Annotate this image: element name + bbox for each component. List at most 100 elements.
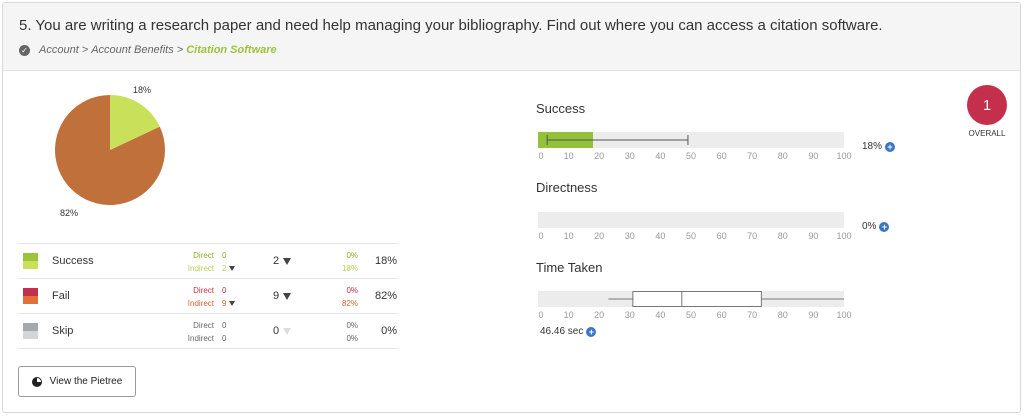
path-percentages: 0% 18% — [322, 249, 358, 275]
plus-circle-icon[interactable]: + — [586, 326, 597, 337]
time-taken-value-text: 46.46 sec — [540, 326, 584, 337]
axis-tick-label: 40 — [655, 310, 666, 320]
direct-pct: 0% — [346, 286, 358, 295]
pie-slice-fail — [55, 95, 166, 205]
axis-tick-label: 60 — [716, 231, 727, 241]
breadcrumb-item: Account Benefits — [91, 44, 174, 56]
direct-count: 0 — [222, 251, 227, 260]
time-boxplot — [608, 291, 844, 307]
path-type-labels: Direct Indirect — [157, 319, 214, 345]
indirect-label: Indirect — [187, 334, 214, 343]
axis-tick-label: 80 — [777, 151, 788, 161]
total-value: 2 — [273, 255, 280, 267]
axis-tick-label: 40 — [655, 151, 666, 161]
axis-tick-label: 40 — [655, 231, 666, 241]
axis-tick-label: 10 — [563, 231, 574, 241]
axis-tick-label: 70 — [747, 231, 758, 241]
filter-icon[interactable] — [229, 266, 236, 272]
indirect-count: 9 — [222, 299, 227, 308]
results-table: Success Direct Indirect 0 2 2 0% 18% 18%… — [17, 243, 399, 349]
axis-tick-label: 0 — [538, 310, 544, 320]
axis-tick-label: 70 — [747, 310, 758, 320]
direct-label: Direct — [193, 251, 214, 260]
total-value: 9 — [273, 290, 280, 302]
axis-tick-label: 50 — [685, 151, 697, 161]
axis-tick-label: 80 — [777, 310, 788, 320]
total-value: 0 — [273, 325, 280, 337]
axis-tick-label: 70 — [747, 151, 758, 161]
result-row-fail: Fail Direct Indirect 0 9 9 0% 82% 82% — [17, 279, 399, 314]
time-taken-metric-title: Time Taken — [536, 260, 603, 275]
path-counts: 0 9 — [222, 284, 262, 310]
direct-count: 0 — [222, 286, 227, 295]
result-name: Success — [52, 255, 94, 267]
result-row-skip: Skip Direct Indirect 0 0 0 0% 0% 0% — [17, 314, 399, 349]
success-value: 18% — [862, 141, 883, 152]
question-header: 5. You are writing a research paper and … — [3, 3, 1020, 71]
plus-circle-icon[interactable]: + — [885, 141, 896, 152]
filter-icon[interactable] — [283, 292, 292, 300]
result-percentage: 82% — [374, 290, 397, 302]
result-name: Fail — [52, 290, 70, 302]
indirect-count: 2 — [222, 264, 227, 273]
total-count: 2 — [273, 255, 292, 267]
plus-circle-icon[interactable]: + — [879, 221, 890, 232]
axis-tick-label: 100 — [836, 151, 852, 161]
indirect-label: Indirect — [187, 299, 214, 308]
direct-pct: 0% — [346, 321, 358, 330]
pie-chart-icon — [31, 376, 42, 387]
breadcrumb-separator: > — [81, 44, 89, 56]
view-pietree-button[interactable]: View the Pietree — [18, 366, 136, 397]
indirect-pct: 82% — [341, 299, 358, 308]
axis-tick-label: 90 — [808, 151, 819, 161]
axis-tick-label: 60 — [716, 310, 727, 320]
path-counts: 0 2 — [222, 249, 262, 275]
path-counts: 0 0 — [222, 319, 262, 345]
axis-tick-label: 0 — [538, 151, 544, 161]
result-row-success: Success Direct Indirect 0 2 2 0% 18% 18% — [17, 244, 399, 279]
success-axis: 0 10 20 30 40 50 60 70 80 90 100 — [538, 151, 851, 165]
axis-tick-label: 20 — [594, 231, 605, 241]
question-title: 5. You are writing a research paper and … — [19, 17, 883, 34]
fail-swatch — [23, 288, 38, 304]
pie-label-fail: 82% — [60, 208, 79, 218]
axis-tick-label: 10 — [563, 151, 574, 161]
axis-tick-label: 90 — [808, 231, 819, 241]
time-taken-bar — [538, 291, 844, 307]
directness-value: 0% — [862, 221, 877, 232]
result-pie-chart — [40, 80, 180, 220]
check-circle-icon: ✓ — [19, 44, 30, 56]
filter-icon — [283, 327, 292, 335]
directness-bar — [538, 212, 844, 228]
filter-icon[interactable] — [283, 257, 292, 265]
direct-pct: 0% — [346, 251, 358, 260]
directness-metric-title: Directness — [536, 180, 598, 195]
result-percentage: 18% — [374, 255, 397, 267]
path-percentages: 0% 82% — [322, 284, 358, 310]
filter-icon[interactable] — [229, 301, 236, 307]
total-count: 0 — [273, 325, 292, 337]
overall-label: OVERALL — [968, 129, 1006, 138]
axis-tick-label: 30 — [624, 151, 635, 161]
indirect-pct: 18% — [341, 264, 358, 273]
total-count: 9 — [273, 290, 292, 302]
success-swatch — [23, 253, 38, 269]
success-percentage: 18% + — [862, 141, 896, 152]
axis-tick-label: 50 — [685, 310, 697, 320]
overall-score-badge: 1 — [967, 85, 1007, 125]
time-taken-axis: 0 10 20 30 40 50 60 70 80 90 100 — [538, 310, 851, 324]
indirect-label: Indirect — [187, 264, 214, 273]
indirect-count: 0 — [222, 334, 227, 343]
path-percentages: 0% 0% — [322, 319, 358, 345]
direct-count: 0 — [222, 321, 227, 330]
axis-tick-label: 80 — [777, 231, 788, 241]
path-type-labels: Direct Indirect — [157, 249, 214, 275]
axis-tick-label: 20 — [594, 310, 605, 320]
directness-axis: 0 10 20 30 40 50 60 70 80 90 100 — [538, 231, 851, 245]
axis-tick-label: 100 — [836, 231, 852, 241]
direct-label: Direct — [193, 286, 214, 295]
pie-slice-success — [110, 95, 160, 150]
success-bar — [538, 132, 844, 148]
axis-tick-label: 30 — [624, 231, 635, 241]
skip-swatch — [23, 323, 38, 339]
